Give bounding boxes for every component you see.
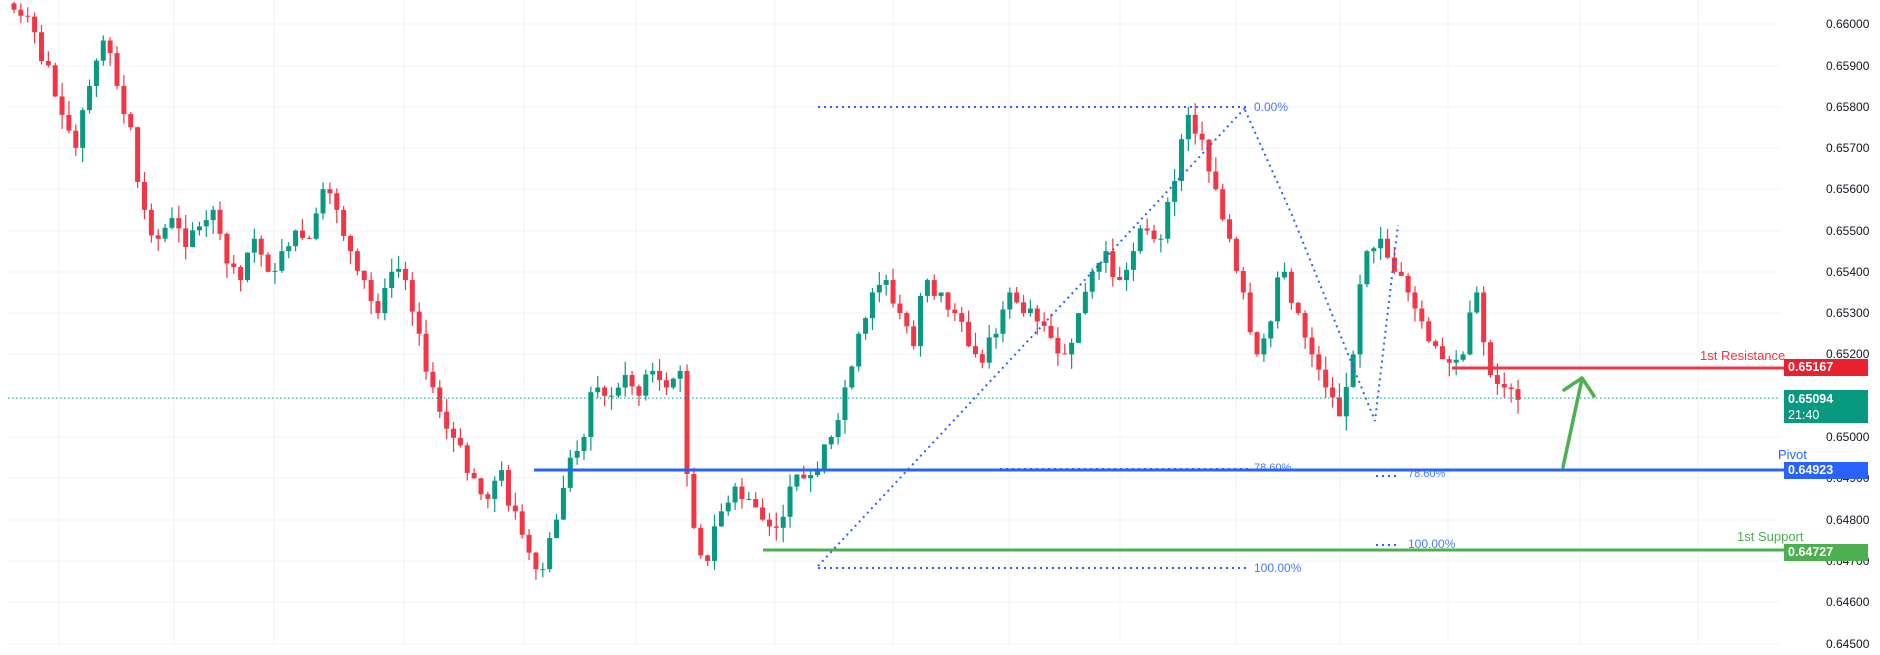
up-arrow-icon (1561, 376, 1596, 469)
resistance-label: 1st Resistance (1700, 348, 1786, 363)
price-tick-label: 0.64800 (1826, 513, 1870, 527)
fib2-100-label: 100.00% (1408, 537, 1456, 551)
price-tick-label: 0.65000 (1826, 430, 1870, 444)
pivot-label: Pivot (1778, 447, 1807, 462)
price-tick-label: 0.65700 (1826, 141, 1870, 155)
price-tick-label: 0.65800 (1826, 100, 1870, 114)
price-tick-label: 0.65500 (1826, 224, 1870, 238)
fib2-786-label: 78.60% (1408, 468, 1446, 480)
fib-0-label: 0.00% (1254, 100, 1289, 114)
fib2-trend-line (1244, 109, 1399, 422)
fib-786-label: 78.60% (1254, 462, 1292, 474)
current-price-tag: 0.65094 21:40 (1784, 390, 1868, 423)
price-tick-label: 0.65400 (1826, 265, 1870, 279)
price-tick-label: 0.65900 (1826, 59, 1870, 73)
fib-100-label: 100.00% (1254, 561, 1302, 575)
countdown-timer: 21:40 (1788, 408, 1820, 422)
price-tick-label: 0.65300 (1826, 306, 1870, 320)
candlestick-series (11, 1, 1521, 580)
price-tick-label: 0.65200 (1826, 347, 1870, 361)
resistance-price-tag: 0.65167 (1784, 359, 1868, 376)
chart-grid (8, 0, 1780, 645)
support-price-tag: 0.64727 (1784, 544, 1868, 561)
price-tick-label: 0.64500 (1826, 637, 1870, 651)
pivot-price-tag: 0.64923 (1784, 462, 1868, 479)
support-label: 1st Support (1737, 529, 1804, 544)
chart-drawings[interactable] (8, 106, 1784, 569)
current-price-value: 0.65094 (1788, 392, 1834, 406)
price-tick-label: 0.65600 (1826, 182, 1870, 196)
fib-trend-line (817, 107, 1246, 567)
price-tick-label: 0.64600 (1826, 595, 1870, 609)
price-tick-label: 0.66000 (1826, 17, 1870, 31)
